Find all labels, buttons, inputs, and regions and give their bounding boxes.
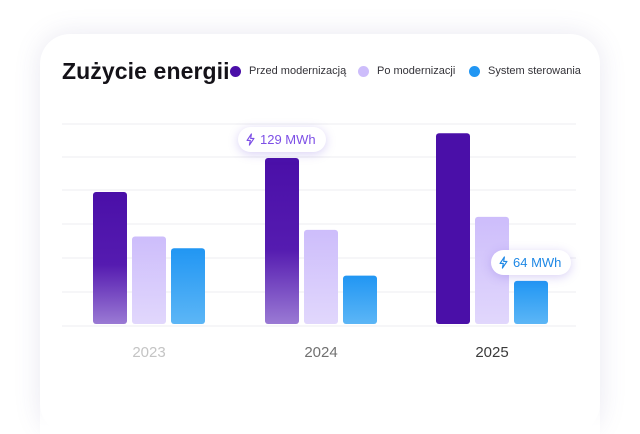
annotation-label: 129 MWh <box>260 132 316 148</box>
legend-dot-system <box>469 65 480 77</box>
bar-system-2025[interactable] <box>514 280 548 324</box>
x-tick-label-2025: 2025 <box>475 344 508 361</box>
bar-przed-2025[interactable] <box>436 133 470 324</box>
lightning-bolt-icon <box>246 133 255 146</box>
bar-chart: 2023 2024 2025 <box>62 123 576 361</box>
legend-label-po: Po modernizacji <box>377 65 456 77</box>
annotation-bubble-2025[interactable]: 64 MWh <box>491 249 572 275</box>
x-tick-label-2023: 2023 <box>132 344 165 361</box>
legend-label-system: System sterowania <box>488 65 581 77</box>
legend-label-przed: Przed modernizacją <box>249 65 347 77</box>
chart-title: Zużycie energii <box>62 58 230 84</box>
bar-po-2024[interactable] <box>304 229 338 324</box>
legend-dot-przed <box>230 65 241 77</box>
lightning-bolt-icon <box>499 256 508 269</box>
bar-system-2023[interactable] <box>171 248 205 324</box>
legend-item-system[interactable]: System sterowania <box>469 62 581 80</box>
legend-item-przed[interactable]: Przed modernizacją <box>230 62 346 80</box>
annotation-label: 64 MWh <box>513 254 562 270</box>
bar-po-2025[interactable] <box>475 216 509 324</box>
x-tick-label-2024: 2024 <box>304 344 337 361</box>
bar-system-2024[interactable] <box>343 275 377 324</box>
bar-przed-2023[interactable] <box>93 192 127 324</box>
legend-item-po[interactable]: Po modernizacji <box>358 62 455 80</box>
legend-dot-po <box>358 65 369 77</box>
bar-po-2023[interactable] <box>132 236 166 324</box>
bar-przed-2024[interactable] <box>265 158 299 324</box>
annotation-bubble-2024[interactable]: 129 MWh <box>238 127 326 153</box>
